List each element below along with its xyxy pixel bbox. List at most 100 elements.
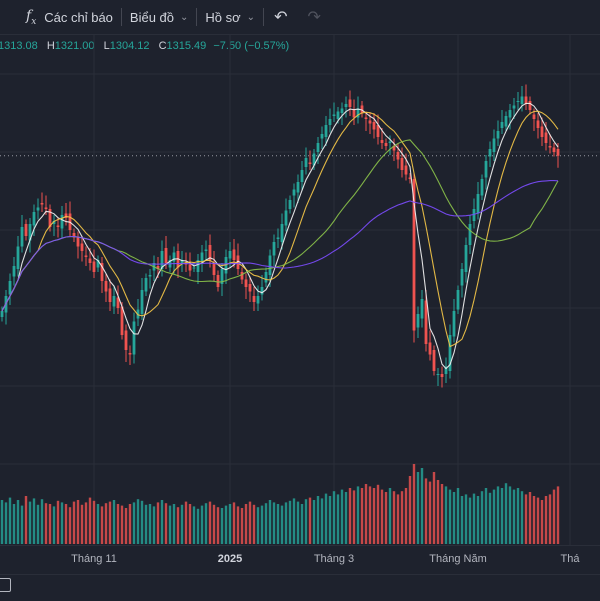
volume-bar xyxy=(540,500,544,544)
candle-body xyxy=(28,224,32,241)
time-axis-label: Tháng Năm xyxy=(429,553,487,565)
candle-body xyxy=(420,299,424,319)
candle-body xyxy=(416,314,420,328)
volume-bar xyxy=(48,504,52,544)
candle-body xyxy=(292,189,296,196)
candle-body xyxy=(188,264,192,271)
volume-bar xyxy=(60,502,64,544)
indicators-button[interactable]: fx Các chỉ báo xyxy=(0,0,121,34)
candle-body xyxy=(548,146,552,148)
candle-body xyxy=(360,105,364,113)
calendar-icon[interactable] xyxy=(0,578,11,592)
chevron-down-icon: ⌄ xyxy=(246,11,256,23)
volume-bar xyxy=(116,504,120,544)
candle-body xyxy=(424,300,428,344)
candle-body xyxy=(296,182,300,193)
candle-body xyxy=(372,122,376,130)
candle-body xyxy=(340,108,344,113)
volume-bar xyxy=(552,489,556,544)
volume-bar xyxy=(228,504,232,544)
volume-bar xyxy=(496,486,500,544)
candle-body xyxy=(120,306,124,335)
volume-bar xyxy=(284,502,288,544)
volume-bar xyxy=(72,501,76,544)
candle-body xyxy=(8,281,12,295)
time-axis-label: 2025 xyxy=(217,553,243,565)
candle-body xyxy=(216,275,220,287)
candle-body xyxy=(288,200,292,209)
volume-bar xyxy=(144,504,148,544)
volume-bar xyxy=(340,489,344,544)
candle-body xyxy=(112,296,116,307)
candle-body xyxy=(0,311,4,317)
undo-button[interactable]: ↶ xyxy=(264,0,297,34)
candle-body xyxy=(180,260,184,263)
price-chart[interactable] xyxy=(0,34,600,545)
candle-body xyxy=(536,120,540,128)
candle-body xyxy=(488,149,492,157)
volume-bar xyxy=(516,488,520,544)
volume-bar xyxy=(240,508,244,544)
volume-bar xyxy=(224,505,228,544)
candle-body xyxy=(132,321,136,355)
volume-bar xyxy=(544,496,548,544)
candle-body xyxy=(472,209,476,221)
candle-body xyxy=(480,179,484,196)
volume-bar xyxy=(432,472,436,544)
volume-bar xyxy=(448,489,452,544)
ohlc-close-key: C xyxy=(158,40,167,52)
volume-bar xyxy=(344,492,348,544)
volume-bar xyxy=(500,488,504,544)
volume-bar xyxy=(420,468,424,544)
volume-bar xyxy=(548,494,552,544)
volume-bar xyxy=(172,504,176,544)
volume-bar xyxy=(308,497,312,544)
ohlc-low-key: L xyxy=(103,40,110,52)
volume-bar xyxy=(100,506,104,544)
candle-body xyxy=(324,125,328,137)
candle-body xyxy=(280,224,284,242)
candle-body xyxy=(160,251,164,269)
ohlc-change: −7.50 (−0.57%) xyxy=(213,40,290,52)
profile-menu-button[interactable]: Hồ sơ ⌄ xyxy=(197,0,263,34)
volume-bar xyxy=(368,486,372,544)
candle-body xyxy=(260,287,264,295)
volume-bar xyxy=(256,507,260,544)
volume-bar xyxy=(452,492,456,544)
candle-body xyxy=(328,119,332,125)
volume-bar xyxy=(136,499,140,544)
volume-bar xyxy=(168,505,172,544)
candle-body xyxy=(56,225,60,227)
candle-body xyxy=(484,161,488,178)
candle-body xyxy=(16,246,20,269)
candle-body xyxy=(40,203,44,205)
volume-bar xyxy=(132,502,136,544)
candle-body xyxy=(308,162,312,164)
volume-bar xyxy=(480,491,484,544)
volume-bar xyxy=(280,505,284,544)
candle-body xyxy=(272,242,276,256)
candle-body xyxy=(404,165,408,175)
candle-body xyxy=(128,353,132,355)
volume-bar xyxy=(192,506,196,544)
candle-body xyxy=(428,342,432,355)
time-axis[interactable]: Tháng 11 2025 Tháng 3 Tháng Năm Thá xyxy=(0,545,600,574)
volume-bar xyxy=(12,504,16,544)
candle-body xyxy=(348,99,352,107)
candle-body xyxy=(32,212,36,226)
candle-body xyxy=(320,134,324,139)
redo-button[interactable]: ↷ xyxy=(297,0,330,34)
candle-body xyxy=(60,215,64,229)
volume-bar xyxy=(156,502,160,544)
volume-bar xyxy=(356,486,360,544)
candle-body xyxy=(456,290,460,310)
volume-bar xyxy=(312,500,316,544)
volume-bar xyxy=(52,506,56,544)
volume-bar xyxy=(536,497,540,544)
volume-bar xyxy=(216,507,220,544)
chart-menu-button[interactable]: Biểu đồ ⌄ xyxy=(122,0,196,34)
candle-body xyxy=(352,110,356,118)
volume-bar xyxy=(0,500,4,544)
volume-bar xyxy=(440,484,444,544)
candle-body xyxy=(172,252,176,262)
